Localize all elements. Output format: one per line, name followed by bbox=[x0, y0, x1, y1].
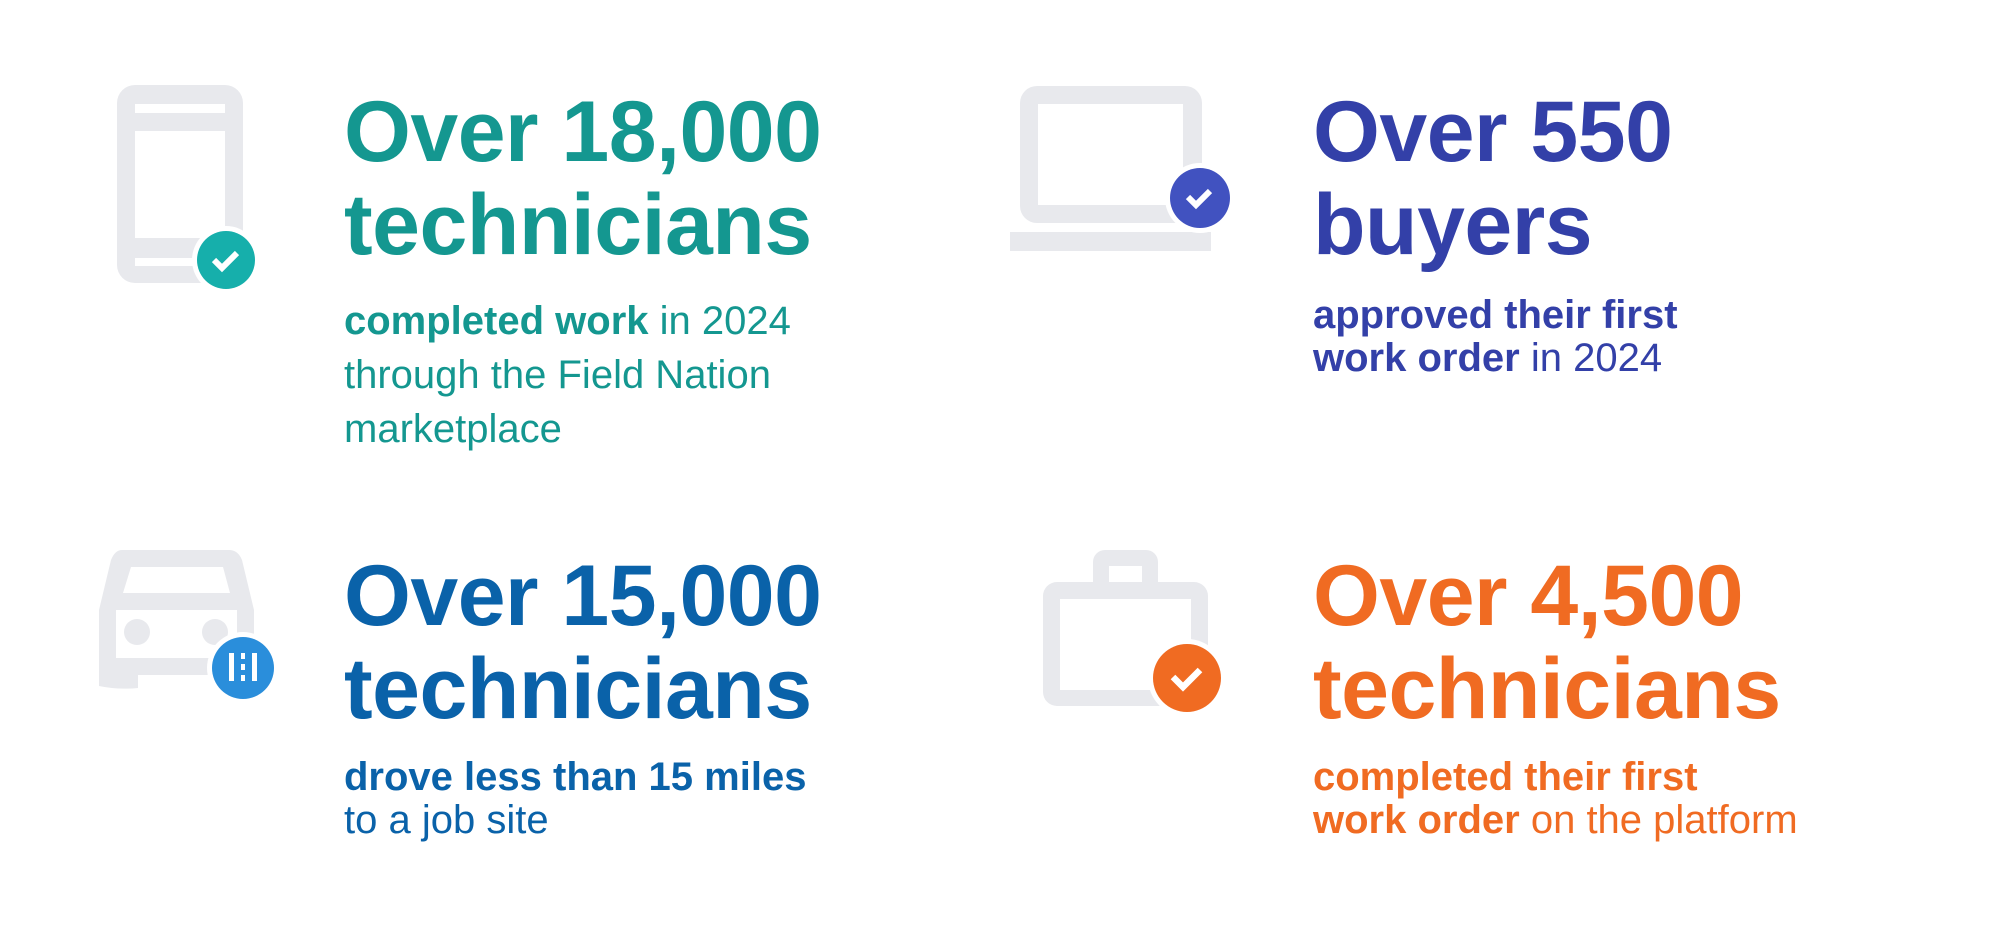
description-bold: work order bbox=[1313, 798, 1520, 842]
headline-line: technicians bbox=[344, 641, 812, 737]
stat-headline: Over 18,000 technicians bbox=[344, 84, 822, 273]
description-line: work order in 2024 bbox=[1313, 337, 1678, 380]
description-line: work order on the platform bbox=[1313, 799, 1798, 842]
stat-technicians-drove: Over 15,000 technicians drove less than … bbox=[344, 548, 822, 842]
description-normal: in 2024 bbox=[648, 299, 791, 343]
stat-technicians-first-order: Over 4,500 technicians completed their f… bbox=[1313, 550, 1798, 842]
description-line: approved their first bbox=[1313, 294, 1678, 337]
stat-technicians-completed: Over 18,000 technicians completed work i… bbox=[344, 84, 822, 456]
description-line: through the Field Nation bbox=[344, 348, 821, 402]
stat-headline: Over 550 buyers bbox=[1313, 86, 1678, 272]
description-line: completed their first bbox=[1313, 756, 1798, 799]
stat-headline: Over 4,500 technicians bbox=[1313, 550, 1798, 736]
road-badge-icon bbox=[207, 632, 279, 704]
description-bold: approved their first bbox=[1313, 293, 1678, 337]
description-normal: to a job site bbox=[344, 798, 549, 842]
description-bold: drove less than 15 miles bbox=[344, 755, 807, 799]
stat-buyers-approved: Over 550 buyers approved their first wor… bbox=[1313, 86, 1678, 380]
check-badge-icon bbox=[1148, 639, 1226, 717]
headline-line: Over 4,500 bbox=[1313, 548, 1744, 644]
stat-description: drove less than 15 miles to a job site bbox=[344, 756, 821, 842]
description-normal: through the Field Nation bbox=[344, 353, 771, 397]
headline-line: Over 18,000 bbox=[344, 84, 822, 180]
description-bold: work order bbox=[1313, 336, 1520, 380]
headline-line: Over 550 bbox=[1313, 84, 1673, 180]
headline-line: technicians bbox=[1313, 641, 1781, 737]
description-line: marketplace bbox=[344, 402, 821, 456]
check-badge-icon bbox=[192, 226, 260, 294]
headline-line: Over 15,000 bbox=[344, 548, 822, 644]
headline-line: buyers bbox=[1313, 177, 1593, 273]
description-line: to a job site bbox=[344, 799, 821, 842]
phone-icon bbox=[117, 85, 243, 283]
description-normal: on the platform bbox=[1519, 798, 1798, 842]
stat-description: completed their first work order on the … bbox=[1313, 756, 1798, 842]
description-bold: completed work bbox=[344, 299, 649, 343]
stat-description: approved their first work order in 2024 bbox=[1313, 294, 1678, 380]
headline-line: technicians bbox=[344, 177, 812, 273]
description-normal: in 2024 bbox=[1519, 336, 1663, 380]
laptop-icon bbox=[1010, 86, 1211, 251]
description-line: completed work in 2024 bbox=[344, 294, 821, 348]
description-bold: completed their first bbox=[1313, 755, 1698, 799]
stat-headline: Over 15,000 technicians bbox=[344, 548, 822, 737]
description-normal: marketplace bbox=[344, 407, 562, 451]
check-badge-icon bbox=[1165, 163, 1235, 233]
stat-description: completed work in 2024 through the Field… bbox=[344, 294, 821, 456]
description-line: drove less than 15 miles bbox=[344, 756, 821, 799]
